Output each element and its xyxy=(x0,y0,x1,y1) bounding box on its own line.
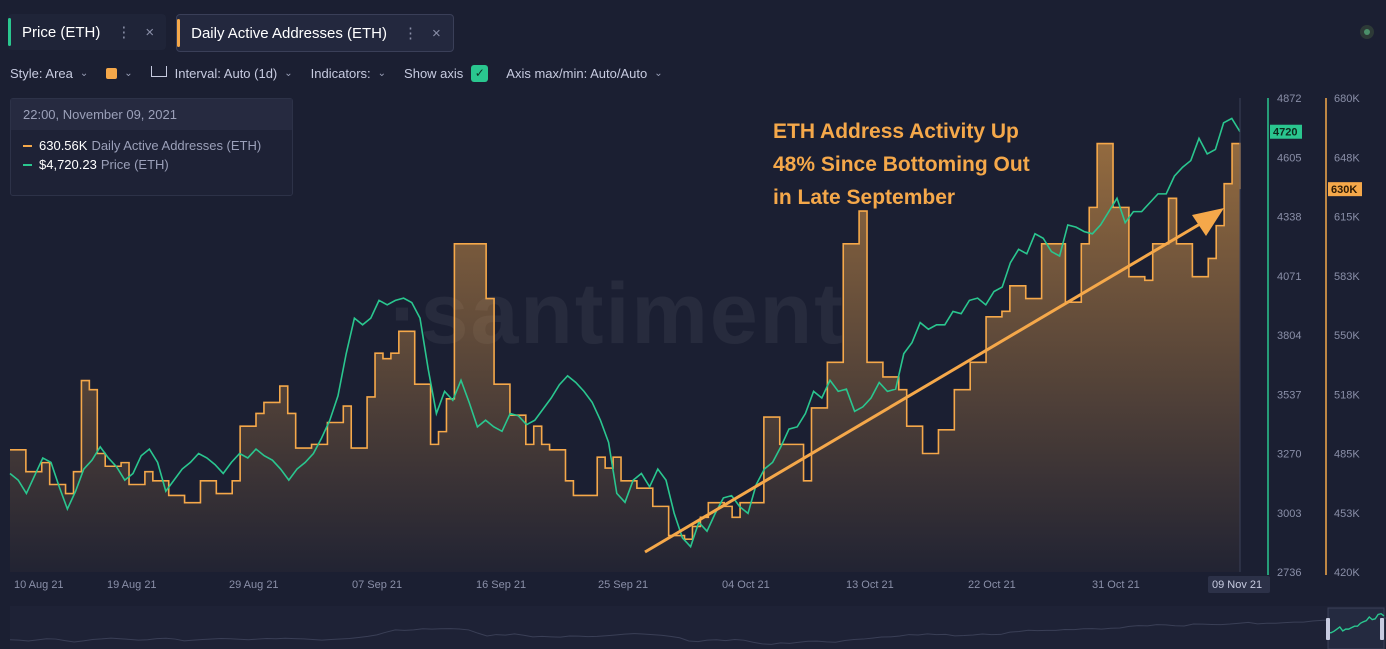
addresses-tick-label: 453K xyxy=(1334,508,1360,520)
addresses-line xyxy=(10,142,1241,540)
x-tick-label: 07 Sep 21 xyxy=(352,579,402,591)
chart-tooltip: 22:00, November 09, 2021 630.56K Daily A… xyxy=(10,98,293,196)
checkmark-icon[interactable]: ✓ xyxy=(471,64,489,82)
show-axis-label: Show axis xyxy=(404,65,464,81)
style-label: Style: Area xyxy=(10,65,73,81)
price-tick-label: 4605 xyxy=(1277,152,1301,164)
tooltip-date: 22:00, November 09, 2021 xyxy=(11,99,292,130)
indicators-label: Indicators: xyxy=(310,65,371,81)
addresses-marker xyxy=(23,144,32,147)
annotation-line-3: in Late September xyxy=(773,186,956,209)
interval-label: Interval: Auto (1d) xyxy=(174,65,278,81)
x-tick-label: 22 Oct 21 xyxy=(968,579,1016,591)
tooltip-row-addresses: 630.56K Daily Active Addresses (ETH) xyxy=(11,138,292,153)
navigator-handle-left[interactable] xyxy=(1326,618,1330,640)
chart-toolbar: Style: Area ⌄ ⌄ Interval: Auto (1d) ⌄ Indi… xyxy=(10,64,681,82)
x-tick-label: 31 Oct 21 xyxy=(1092,579,1140,591)
color-dropdown[interactable]: ⌄ xyxy=(106,67,133,79)
indicators-dropdown[interactable]: Indicators: ⌄ xyxy=(311,66,386,81)
tooltip-price-name: Price (ETH) xyxy=(100,157,169,172)
trend-arrow-line xyxy=(644,222,1201,554)
addresses-current-label: 630K xyxy=(1331,184,1357,196)
style-dropdown[interactable]: Style: Area ⌄ xyxy=(10,66,88,81)
addresses-tick-label: 583K xyxy=(1334,271,1360,283)
price-tick-label: 4071 xyxy=(1277,271,1301,283)
x-current-label: 09 Nov 21 xyxy=(1212,579,1262,591)
x-tick-label: 04 Oct 21 xyxy=(722,579,770,591)
addresses-current-badge xyxy=(1328,182,1362,197)
price-current-label: 4720 xyxy=(1273,127,1297,139)
close-icon[interactable]: × xyxy=(145,23,155,41)
tooltip-addresses-value: 630.56K xyxy=(39,138,88,153)
x-current-badge xyxy=(1208,576,1270,593)
addresses-tick-label: 550K xyxy=(1334,330,1360,342)
trend-arrow-head xyxy=(1192,208,1224,236)
tab-price-label: Price (ETH) xyxy=(22,23,101,41)
navigator-panel xyxy=(10,606,1386,649)
close-icon[interactable]: × xyxy=(432,24,441,42)
price-current-badge xyxy=(1270,124,1302,139)
annotation-text: ETH Address Activity Up 48% Since Bottom… xyxy=(773,115,1030,214)
ruler-icon xyxy=(150,65,167,77)
addresses-tick-label: 518K xyxy=(1334,389,1360,401)
addresses-tick-label: 648K xyxy=(1334,152,1360,164)
addresses-area xyxy=(10,143,1240,573)
price-tick-label: 4872 xyxy=(1277,93,1301,105)
show-axis-toggle[interactable]: Show axis ✓ xyxy=(404,64,489,82)
tab-daily-active-addresses[interactable]: Daily Active Addresses (ETH) ⋮ × xyxy=(176,14,454,52)
tooltip-price-value: $4,720.23 xyxy=(39,157,97,172)
price-tick-label: 3804 xyxy=(1277,330,1301,342)
annotation-line-1: ETH Address Activity Up xyxy=(773,120,1019,143)
x-tick-label: 16 Sep 21 xyxy=(476,579,526,591)
addresses-tick-label: 485K xyxy=(1334,449,1360,461)
price-tick-label: 3003 xyxy=(1277,508,1301,520)
axis-maxmin-label: Axis max/min: Auto/Auto xyxy=(506,65,648,81)
addresses-tick-label: 615K xyxy=(1334,212,1360,224)
interval-dropdown[interactable]: Interval: Auto (1d) ⌄ xyxy=(150,65,293,81)
chevron-down-icon: ⌄ xyxy=(124,67,133,79)
more-vertical-icon[interactable]: ⋮ xyxy=(116,24,132,41)
x-tick-label: 29 Aug 21 xyxy=(229,579,279,591)
more-vertical-icon[interactable]: ⋮ xyxy=(403,25,419,42)
price-tick-label: 3270 xyxy=(1277,449,1301,461)
x-tick-label: 13 Oct 21 xyxy=(846,579,894,591)
tab-addresses-label: Daily Active Addresses (ETH) xyxy=(191,24,388,42)
x-tick-label: 10 Aug 21 xyxy=(14,579,64,591)
price-tick-label: 3537 xyxy=(1277,389,1301,401)
navigator-line xyxy=(9,616,1386,645)
addresses-color-bar xyxy=(177,19,181,47)
price-line xyxy=(9,117,1241,549)
tooltip-row-price: $4,720.23 Price (ETH) xyxy=(11,157,292,172)
metric-tabs: Price (ETH) ⋮ × Daily Active Addresses (… xyxy=(8,14,454,52)
chevron-down-icon: ⌄ xyxy=(654,67,663,79)
navigator-handle-right[interactable] xyxy=(1380,618,1384,640)
navigator-window xyxy=(1327,607,1385,649)
chevron-down-icon: ⌄ xyxy=(284,67,293,79)
chevron-down-icon: ⌄ xyxy=(377,67,387,79)
price-marker xyxy=(23,163,32,166)
status-dot-button[interactable] xyxy=(1360,25,1374,39)
price-color-bar xyxy=(8,18,11,46)
addresses-tick-label: 680K xyxy=(1334,93,1360,105)
chevron-down-icon: ⌄ xyxy=(79,67,89,79)
tab-price-eth[interactable]: Price (ETH) ⋮ × xyxy=(8,14,167,50)
addresses-tick-label: 420K xyxy=(1334,567,1360,579)
x-tick-label: 25 Sep 21 xyxy=(598,579,648,591)
x-tick-label: 19 Aug 21 xyxy=(107,579,157,591)
annotation-line-2: 48% Since Bottoming Out xyxy=(773,153,1030,176)
navigator-window-line xyxy=(1327,612,1385,634)
price-tick-label: 4338 xyxy=(1277,212,1301,224)
price-tick-label: 2736 xyxy=(1277,567,1301,579)
tooltip-addresses-name: Daily Active Addresses (ETH) xyxy=(91,138,262,153)
color-swatch xyxy=(106,67,118,79)
axis-maxmin-dropdown[interactable]: Axis max/min: Auto/Auto ⌄ xyxy=(506,66,662,81)
